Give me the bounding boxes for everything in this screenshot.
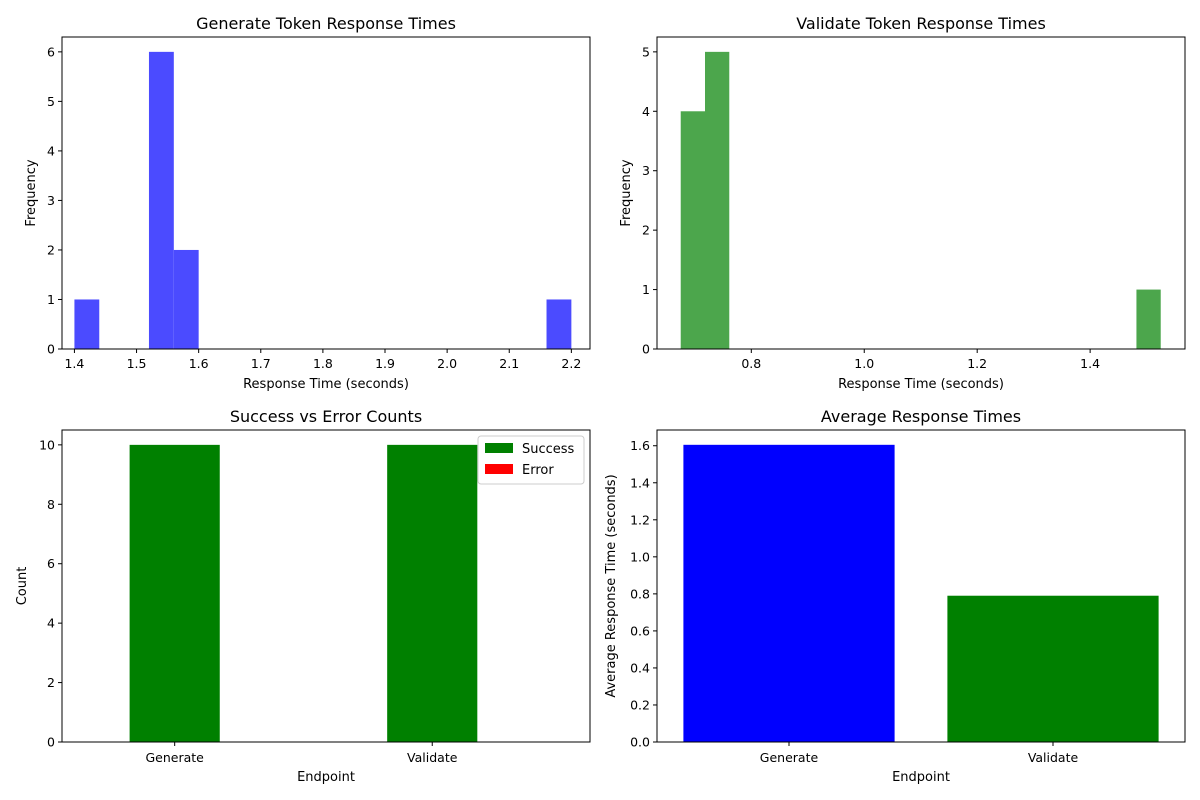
x-tick-label: 1.4 [1080, 356, 1100, 371]
y-tick-label: 0.2 [630, 697, 650, 712]
y-tick-label: 1.0 [630, 549, 650, 564]
x-axis-ticks: Generate Validate [760, 742, 1079, 765]
chart-title: Average Response Times [821, 407, 1021, 426]
y-tick-label: 4 [47, 143, 55, 158]
y-tick-label: 0.6 [630, 623, 650, 638]
bars [74, 51, 572, 349]
histogram-bar [1136, 289, 1161, 349]
x-axis-label: Response Time (seconds) [243, 377, 409, 392]
legend-swatch-success [485, 443, 513, 453]
histogram-bar [546, 299, 572, 349]
legend-swatch-error [485, 464, 513, 474]
x-tick-label: 2.0 [437, 356, 457, 371]
y-tick-label: 6 [47, 44, 55, 59]
chart-average-response: Average Response Times Generate Validate … [604, 407, 1186, 785]
y-axis-label: Count [15, 567, 30, 606]
y-tick-label: 2 [47, 675, 55, 690]
y-axis-ticks: 0 2 4 6 8 10 [39, 437, 62, 750]
y-axis-label: Average Response Time (seconds) [604, 474, 619, 697]
x-axis-label: Response Time (seconds) [838, 377, 1004, 392]
y-tick-label: 0.4 [630, 660, 650, 675]
y-tick-label: 1.4 [630, 475, 650, 490]
bar-success [387, 444, 478, 742]
x-axis-ticks: 1.4 1.5 1.6 1.7 1.8 1.9 2.0 2.1 2.2 [64, 349, 581, 371]
legend: Success Error [477, 435, 585, 485]
y-axis-label: Frequency [619, 159, 634, 226]
legend-label-success: Success [522, 442, 575, 457]
y-tick-label: 0.0 [630, 735, 650, 750]
histogram-bar [173, 249, 199, 349]
plot-frame [61, 36, 591, 350]
x-tick-label: 1.7 [251, 356, 271, 371]
chart-generate-histogram: Generate Token Response Times 1.4 1.5 1.6 1… [24, 14, 591, 392]
x-tick-label: Generate [760, 750, 819, 765]
bars [683, 444, 1159, 742]
y-axis-ticks: 0 1 2 3 4 5 [642, 44, 657, 357]
x-tick-label: 1.5 [127, 356, 147, 371]
histogram-bar [148, 51, 174, 349]
x-axis-ticks: 0.8 1.0 1.2 1.4 [741, 349, 1100, 371]
y-tick-label: 1.2 [630, 512, 650, 527]
y-tick-label: 5 [642, 44, 650, 59]
x-tick-label: 2.2 [561, 356, 581, 371]
x-tick-label: 1.4 [64, 356, 84, 371]
chart-validate-histogram: Validate Token Response Times 0.8 1.0 1.2 1… [619, 14, 1186, 392]
y-tick-label: 3 [642, 163, 650, 178]
y-tick-label: 8 [47, 497, 55, 512]
chart-title: Success vs Error Counts [230, 407, 422, 426]
plot-frame [656, 36, 1186, 350]
histogram-bar [680, 111, 705, 350]
x-axis-ticks: Generate Validate [145, 742, 458, 765]
y-tick-label: 0 [47, 342, 55, 357]
y-tick-label: 4 [47, 616, 55, 631]
chart-title: Validate Token Response Times [796, 14, 1046, 33]
legend-label-error: Error [522, 463, 554, 478]
y-tick-label: 0 [642, 342, 650, 357]
x-tick-label: 2.1 [499, 356, 519, 371]
x-tick-label: 1.9 [375, 356, 395, 371]
bar-generate [683, 444, 895, 742]
y-axis-ticks: 0.0 0.2 0.4 0.6 0.8 1.0 1.2 1.4 1.6 [630, 438, 657, 750]
y-axis-ticks: 0 1 2 3 4 5 6 [47, 44, 62, 357]
y-tick-label: 1 [642, 282, 650, 297]
x-tick-label: 1.8 [313, 356, 333, 371]
y-tick-label: 2 [47, 242, 55, 257]
x-tick-label: 0.8 [741, 356, 761, 371]
y-tick-label: 10 [39, 437, 55, 452]
chart-success-error: Success vs Error Counts Generate Validate… [15, 407, 591, 785]
x-tick-label: Generate [145, 750, 204, 765]
y-tick-label: 3 [47, 193, 55, 208]
plot-frame [656, 429, 1186, 743]
histogram-bar [74, 299, 100, 349]
bar-success [129, 444, 220, 742]
y-tick-label: 2 [642, 223, 650, 238]
y-tick-label: 6 [47, 556, 55, 571]
plot-frame [61, 429, 591, 743]
y-axis-label: Frequency [24, 159, 39, 226]
bars [129, 444, 478, 742]
y-tick-label: 1 [47, 292, 55, 307]
x-axis-label: Endpoint [892, 770, 950, 785]
chart-title: Generate Token Response Times [196, 14, 456, 33]
x-tick-label: 1.2 [967, 356, 987, 371]
x-tick-label: 1.0 [854, 356, 874, 371]
bar-validate [947, 595, 1159, 742]
y-tick-label: 4 [642, 104, 650, 119]
x-axis-label: Endpoint [297, 770, 355, 785]
x-tick-label: 1.6 [189, 356, 209, 371]
y-tick-label: 0.8 [630, 586, 650, 601]
y-tick-label: 1.6 [630, 438, 650, 453]
y-tick-label: 0 [47, 735, 55, 750]
x-tick-label: Validate [407, 750, 458, 765]
histogram-bar [705, 51, 730, 349]
y-tick-label: 5 [47, 94, 55, 109]
x-tick-label: Validate [1028, 750, 1079, 765]
bars [680, 51, 1161, 350]
